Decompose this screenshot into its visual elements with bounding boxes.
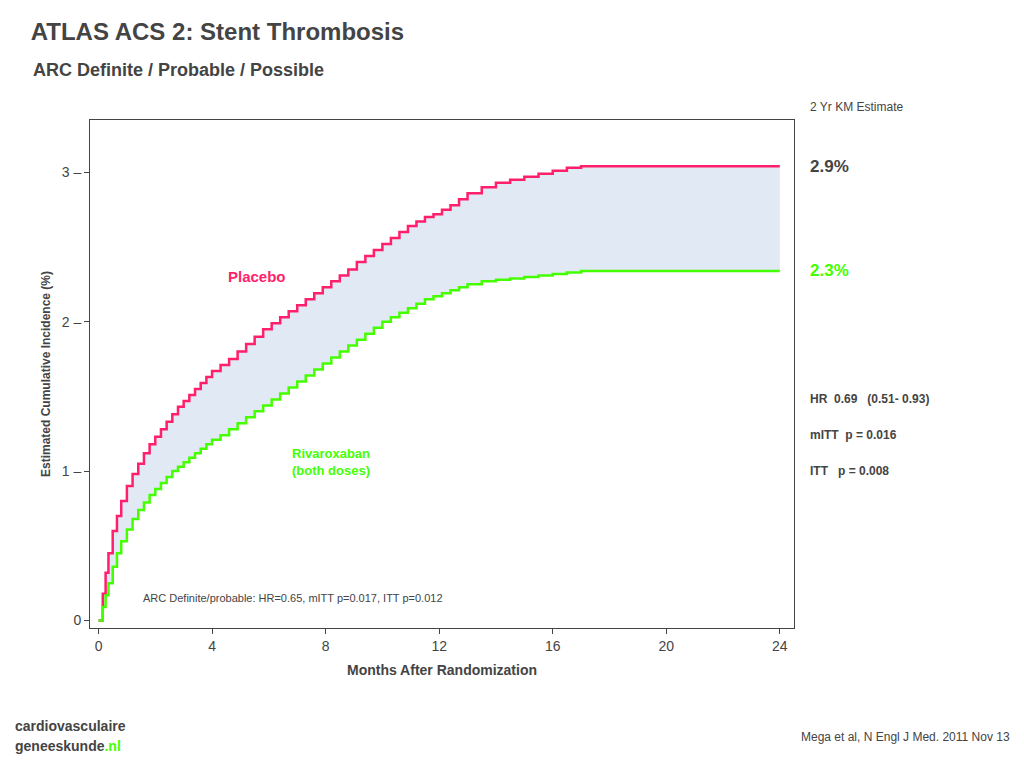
svg-text:4: 4 — [208, 638, 216, 654]
svg-text:HR 0.69 (0.51- 0.93): HR 0.69 (0.51- 0.93) — [810, 392, 929, 406]
svg-text:20: 20 — [658, 638, 674, 654]
svg-text:3 –: 3 – — [62, 164, 82, 180]
svg-text:0: 0 — [73, 612, 81, 628]
svg-text:2.9%: 2.9% — [810, 157, 849, 176]
svg-text:2 –: 2 – — [62, 314, 82, 330]
svg-text:mITT p = 0.016: mITT p = 0.016 — [810, 428, 897, 442]
svg-text:8: 8 — [322, 638, 330, 654]
svg-text:ARC Definite/probable: HR=0.65: ARC Definite/probable: HR=0.65, mITT p=0… — [143, 592, 443, 604]
svg-text:cardiovasculaire: cardiovasculaire — [15, 718, 126, 734]
svg-text:1 –: 1 – — [62, 463, 82, 479]
svg-text:ITT p = 0.008: ITT p = 0.008 — [810, 464, 889, 478]
svg-text:ATLAS ACS 2: Stent Thrombosis: ATLAS ACS 2: Stent Thrombosis — [31, 18, 404, 45]
svg-text:Placebo: Placebo — [228, 268, 286, 285]
svg-text:16: 16 — [545, 638, 561, 654]
svg-text:Months After Randomization: Months After Randomization — [347, 662, 537, 678]
svg-text:Estimated Cumulative Incidence: Estimated Cumulative Incidence (%) — [39, 271, 53, 477]
svg-text:0: 0 — [95, 638, 103, 654]
svg-text:Rivaroxaban(both doses): Rivaroxaban(both doses) — [292, 446, 370, 478]
svg-text:geneeskunde.nl: geneeskunde.nl — [15, 738, 121, 754]
svg-text:24: 24 — [772, 638, 788, 654]
svg-text:12: 12 — [431, 638, 447, 654]
svg-text:Mega et al, N Engl J Med. 2011: Mega et al, N Engl J Med. 2011 Nov 13 — [801, 730, 1010, 744]
svg-text:ARC Definite / Probable / Poss: ARC Definite / Probable / Possible — [33, 60, 324, 80]
svg-text:2.3%: 2.3% — [810, 261, 849, 280]
svg-text:2 Yr KM Estimate: 2 Yr KM Estimate — [810, 100, 903, 114]
